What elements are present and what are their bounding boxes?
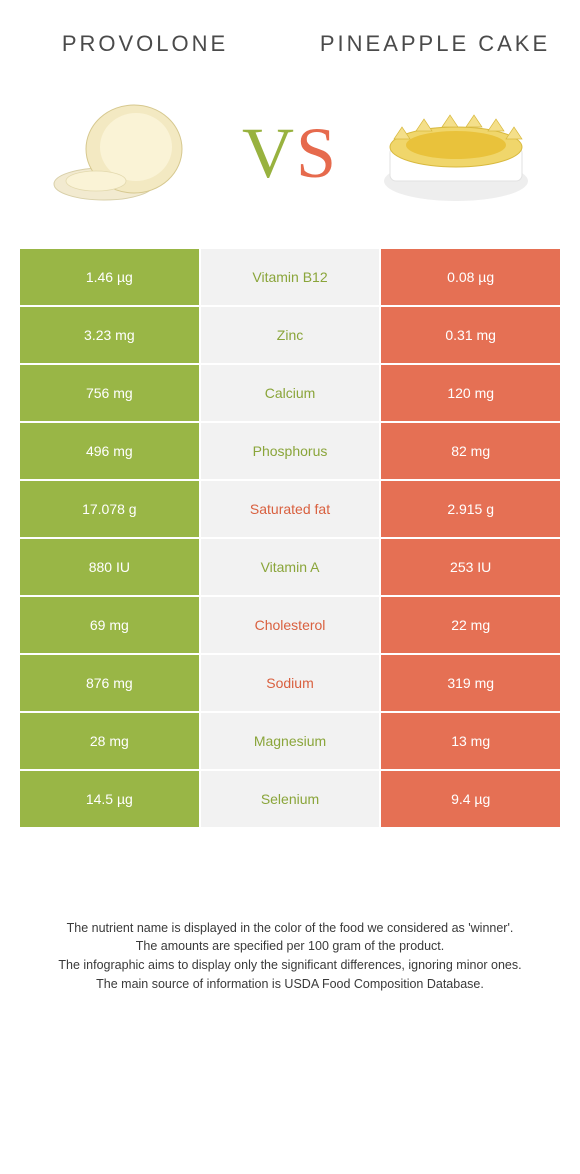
table-row: 28 mgMagnesium13 mg: [20, 713, 560, 771]
nutrient-label: Saturated fat: [201, 481, 382, 539]
table-row: 3.23 mgZinc0.31 mg: [20, 307, 560, 365]
right-value: 82 mg: [381, 423, 560, 481]
right-value: 0.08 µg: [381, 249, 560, 307]
vs-label: VS: [242, 112, 338, 195]
footer-line: The nutrient name is displayed in the co…: [30, 919, 550, 938]
left-value: 28 mg: [20, 713, 201, 771]
nutrient-label: Cholesterol: [201, 597, 382, 655]
table-row: 496 mgPhosphorus82 mg: [20, 423, 560, 481]
right-value: 0.31 mg: [381, 307, 560, 365]
left-value: 876 mg: [20, 655, 201, 713]
left-value: 496 mg: [20, 423, 201, 481]
vs-v: V: [242, 113, 296, 193]
table-row: 1.46 µgVitamin B120.08 µg: [20, 249, 560, 307]
left-value: 69 mg: [20, 597, 201, 655]
vs-row: VS: [0, 79, 580, 249]
left-value: 14.5 µg: [20, 771, 201, 829]
left-value: 1.46 µg: [20, 249, 201, 307]
table-row: 14.5 µgSelenium9.4 µg: [20, 771, 560, 829]
left-value: 756 mg: [20, 365, 201, 423]
table-row: 17.078 gSaturated fat2.915 g: [20, 481, 560, 539]
right-value: 319 mg: [381, 655, 560, 713]
right-value: 13 mg: [381, 713, 560, 771]
table-row: 880 IUVitamin A253 IU: [20, 539, 560, 597]
footer-line: The infographic aims to display only the…: [30, 956, 550, 975]
footer-line: The amounts are specified per 100 gram o…: [30, 937, 550, 956]
header: Provolone Pineapple cake: [0, 0, 580, 79]
right-value: 9.4 µg: [381, 771, 560, 829]
nutrient-label: Zinc: [201, 307, 382, 365]
right-value: 2.915 g: [381, 481, 560, 539]
left-value: 3.23 mg: [20, 307, 201, 365]
pineapple-cake-image: [366, 89, 546, 219]
right-value: 120 mg: [381, 365, 560, 423]
footer-line: The main source of information is USDA F…: [30, 975, 550, 994]
table-row: 876 mgSodium319 mg: [20, 655, 560, 713]
table-row: 69 mgCholesterol22 mg: [20, 597, 560, 655]
provolone-image: [34, 89, 214, 219]
vs-s: S: [296, 113, 338, 193]
nutrient-label: Vitamin B12: [201, 249, 382, 307]
right-value: 253 IU: [381, 539, 560, 597]
nutrient-label: Sodium: [201, 655, 382, 713]
table-row: 756 mgCalcium120 mg: [20, 365, 560, 423]
nutrient-table: 1.46 µgVitamin B120.08 µg3.23 mgZinc0.31…: [20, 249, 560, 829]
left-value: 17.078 g: [20, 481, 201, 539]
nutrient-label: Phosphorus: [201, 423, 382, 481]
right-value: 22 mg: [381, 597, 560, 655]
left-value: 880 IU: [20, 539, 201, 597]
nutrient-label: Magnesium: [201, 713, 382, 771]
right-food-title: Pineapple cake: [310, 31, 560, 57]
nutrient-label: Selenium: [201, 771, 382, 829]
footer-notes: The nutrient name is displayed in the co…: [0, 829, 580, 994]
nutrient-label: Calcium: [201, 365, 382, 423]
nutrient-label: Vitamin A: [201, 539, 382, 597]
left-food-title: Provolone: [20, 30, 270, 59]
